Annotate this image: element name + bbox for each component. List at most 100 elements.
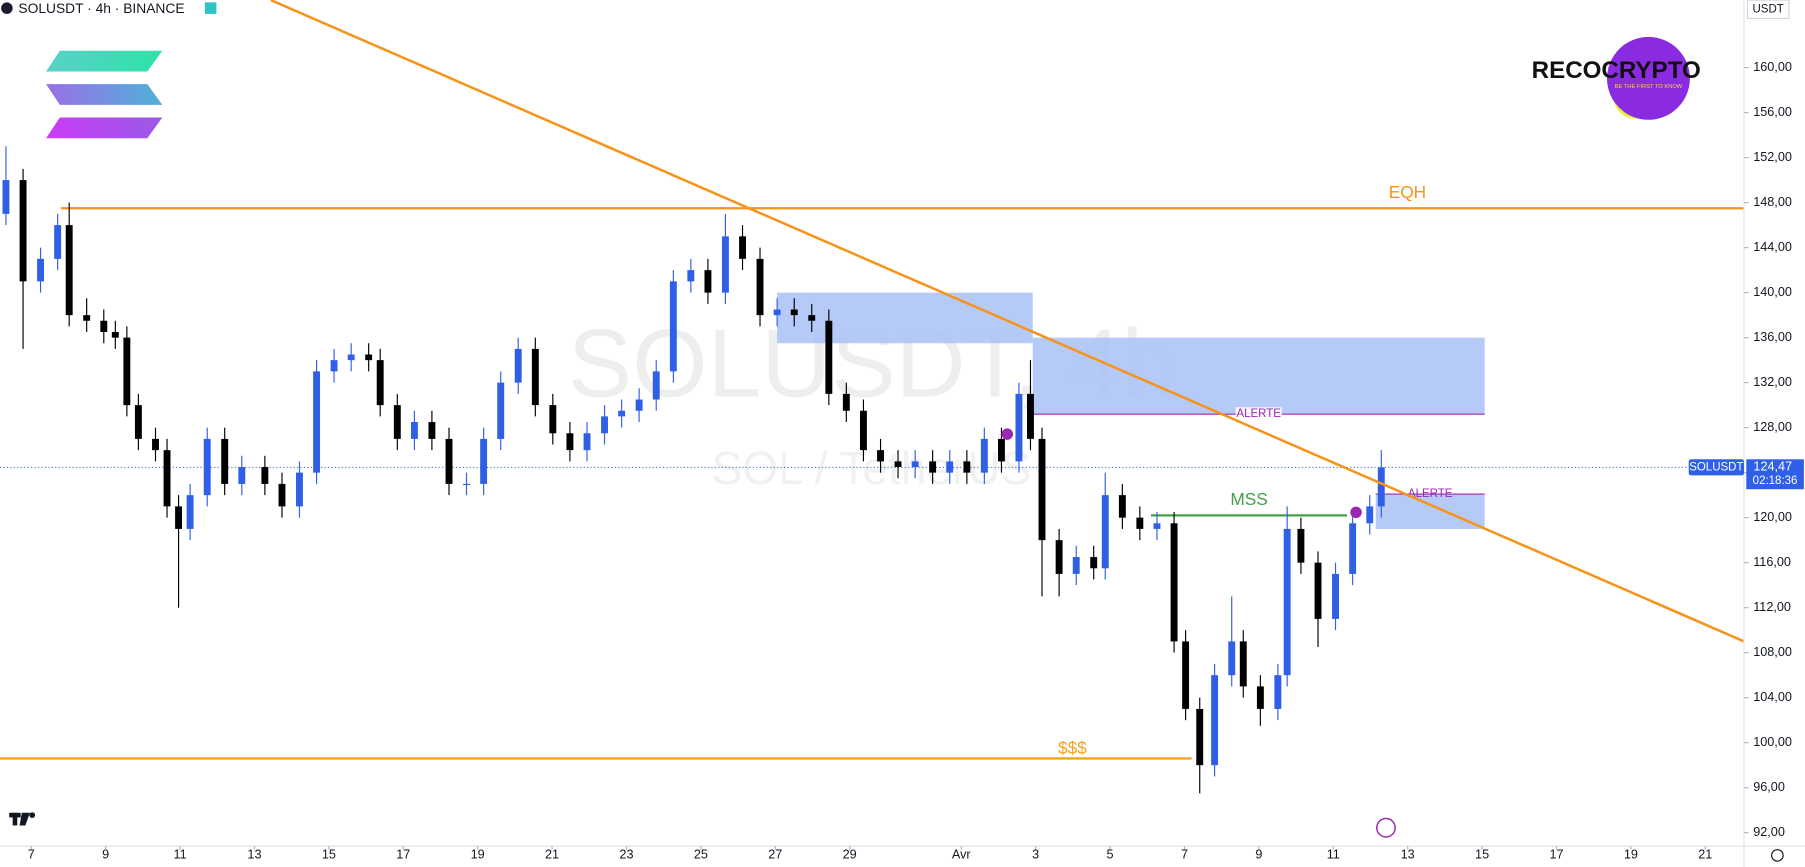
level-label: EQH — [1389, 182, 1426, 202]
candle-body — [1055, 540, 1063, 574]
y-tick-label: 140,00 — [1753, 285, 1792, 299]
candle-body — [531, 348, 539, 406]
brand-tagline: BE THE FIRST TO KNOW — [1615, 84, 1683, 90]
candle-body — [1072, 557, 1080, 574]
flag-icon — [204, 2, 217, 14]
candle-body — [1101, 495, 1109, 569]
x-tick-label: 27 — [768, 848, 782, 862]
candle-body — [100, 320, 108, 333]
candle-body — [445, 438, 453, 484]
x-tick-label: 7 — [28, 848, 35, 862]
candle-body — [365, 354, 373, 361]
x-tick-label: 25 — [694, 848, 708, 862]
tv-logo — [9, 812, 36, 826]
alarm-icon — [1001, 428, 1014, 440]
candle-body — [497, 382, 505, 439]
candle-body — [1314, 562, 1322, 619]
candle-body — [998, 438, 1005, 462]
x-tick-label: 11 — [173, 848, 186, 862]
candle-body — [929, 461, 937, 473]
candle-body — [583, 433, 591, 451]
candle-body — [428, 422, 436, 439]
x-tick-label: 21 — [545, 848, 559, 862]
level-label: $$$ — [1058, 738, 1087, 758]
settings-icon — [1771, 849, 1784, 862]
y-tick-label: 152,00 — [1753, 150, 1792, 164]
trendline — [270, 0, 1745, 643]
candle-body — [877, 450, 885, 462]
candle-body — [669, 281, 677, 372]
y-tick-label: 144,00 — [1753, 240, 1792, 254]
candle-body — [1196, 708, 1204, 766]
candle-body — [635, 399, 643, 411]
candle-body — [1366, 506, 1374, 524]
candle-body — [946, 461, 954, 473]
candle-body — [152, 438, 159, 451]
candle-body — [1170, 523, 1178, 642]
lightning-icon — [1376, 817, 1396, 838]
candle-body — [83, 315, 91, 321]
y-tick-label: 148,00 — [1753, 195, 1792, 209]
candle-body — [1256, 686, 1264, 709]
candle-body — [618, 410, 626, 417]
candle-body — [911, 461, 919, 468]
candle-body — [1297, 528, 1305, 563]
candle-body — [1182, 641, 1190, 709]
y-tick-label: 108,00 — [1753, 645, 1792, 659]
y-tick-label: 156,00 — [1753, 105, 1792, 119]
y-tick-label: 92,00 — [1753, 825, 1785, 839]
x-tick-label: 9 — [102, 848, 109, 862]
x-tick-label: 13 — [1401, 848, 1415, 862]
x-tick-label: 19 — [471, 848, 485, 862]
candle-body — [1136, 517, 1144, 529]
candle-body — [1332, 573, 1339, 619]
x-tick-label: 19 — [1624, 848, 1638, 862]
candle-body — [1228, 641, 1236, 676]
candle-body — [123, 337, 131, 406]
candle-body — [238, 467, 246, 484]
level-label-bg — [1235, 407, 1282, 422]
price-tag-label: 124,47 — [1753, 460, 1792, 474]
candle-body — [463, 483, 470, 486]
candle-body — [808, 315, 816, 321]
candle-body — [221, 438, 229, 484]
y-tick-label: 120,00 — [1753, 510, 1792, 524]
x-tick-label: 15 — [322, 848, 336, 862]
candle-body — [393, 405, 401, 439]
candle-body — [203, 438, 211, 496]
x-tick-label: 29 — [843, 848, 857, 862]
candle-body — [549, 405, 557, 434]
candle-body — [2, 180, 10, 214]
level-label: ALERTE — [1408, 488, 1453, 500]
symbol-tag-label: SOLUSDT — [1689, 461, 1743, 473]
y-tick-label: 136,00 — [1753, 330, 1792, 344]
zone — [777, 292, 1033, 344]
x-tick-label: 3 — [1032, 848, 1039, 862]
y-tick-label: 104,00 — [1753, 690, 1792, 704]
candle-body — [704, 270, 712, 293]
x-tick-label: 9 — [1255, 848, 1262, 862]
candle-body — [652, 371, 660, 400]
candle-body — [186, 495, 194, 529]
candle-body — [1211, 675, 1219, 766]
candle-body — [601, 416, 608, 434]
x-tick-label: 13 — [247, 848, 261, 862]
candle-body — [1118, 495, 1126, 518]
y-tick-label: 100,00 — [1753, 735, 1792, 749]
candle-body — [773, 309, 781, 316]
candle-body — [296, 472, 303, 507]
symbol-icon — [1, 2, 13, 14]
x-tick-label: 17 — [396, 848, 410, 862]
y-tick-label: 112,00 — [1753, 600, 1791, 614]
candle-body — [963, 461, 971, 473]
brand-name: RECOCRYPTO — [1532, 57, 1701, 84]
candle-body — [278, 483, 286, 507]
solana-logo — [46, 50, 163, 139]
candle-body — [1349, 523, 1357, 574]
candle-body — [566, 433, 574, 451]
zone — [1032, 337, 1485, 415]
candle-body — [1283, 528, 1291, 676]
zone — [1375, 494, 1485, 529]
candle-body — [825, 320, 833, 394]
